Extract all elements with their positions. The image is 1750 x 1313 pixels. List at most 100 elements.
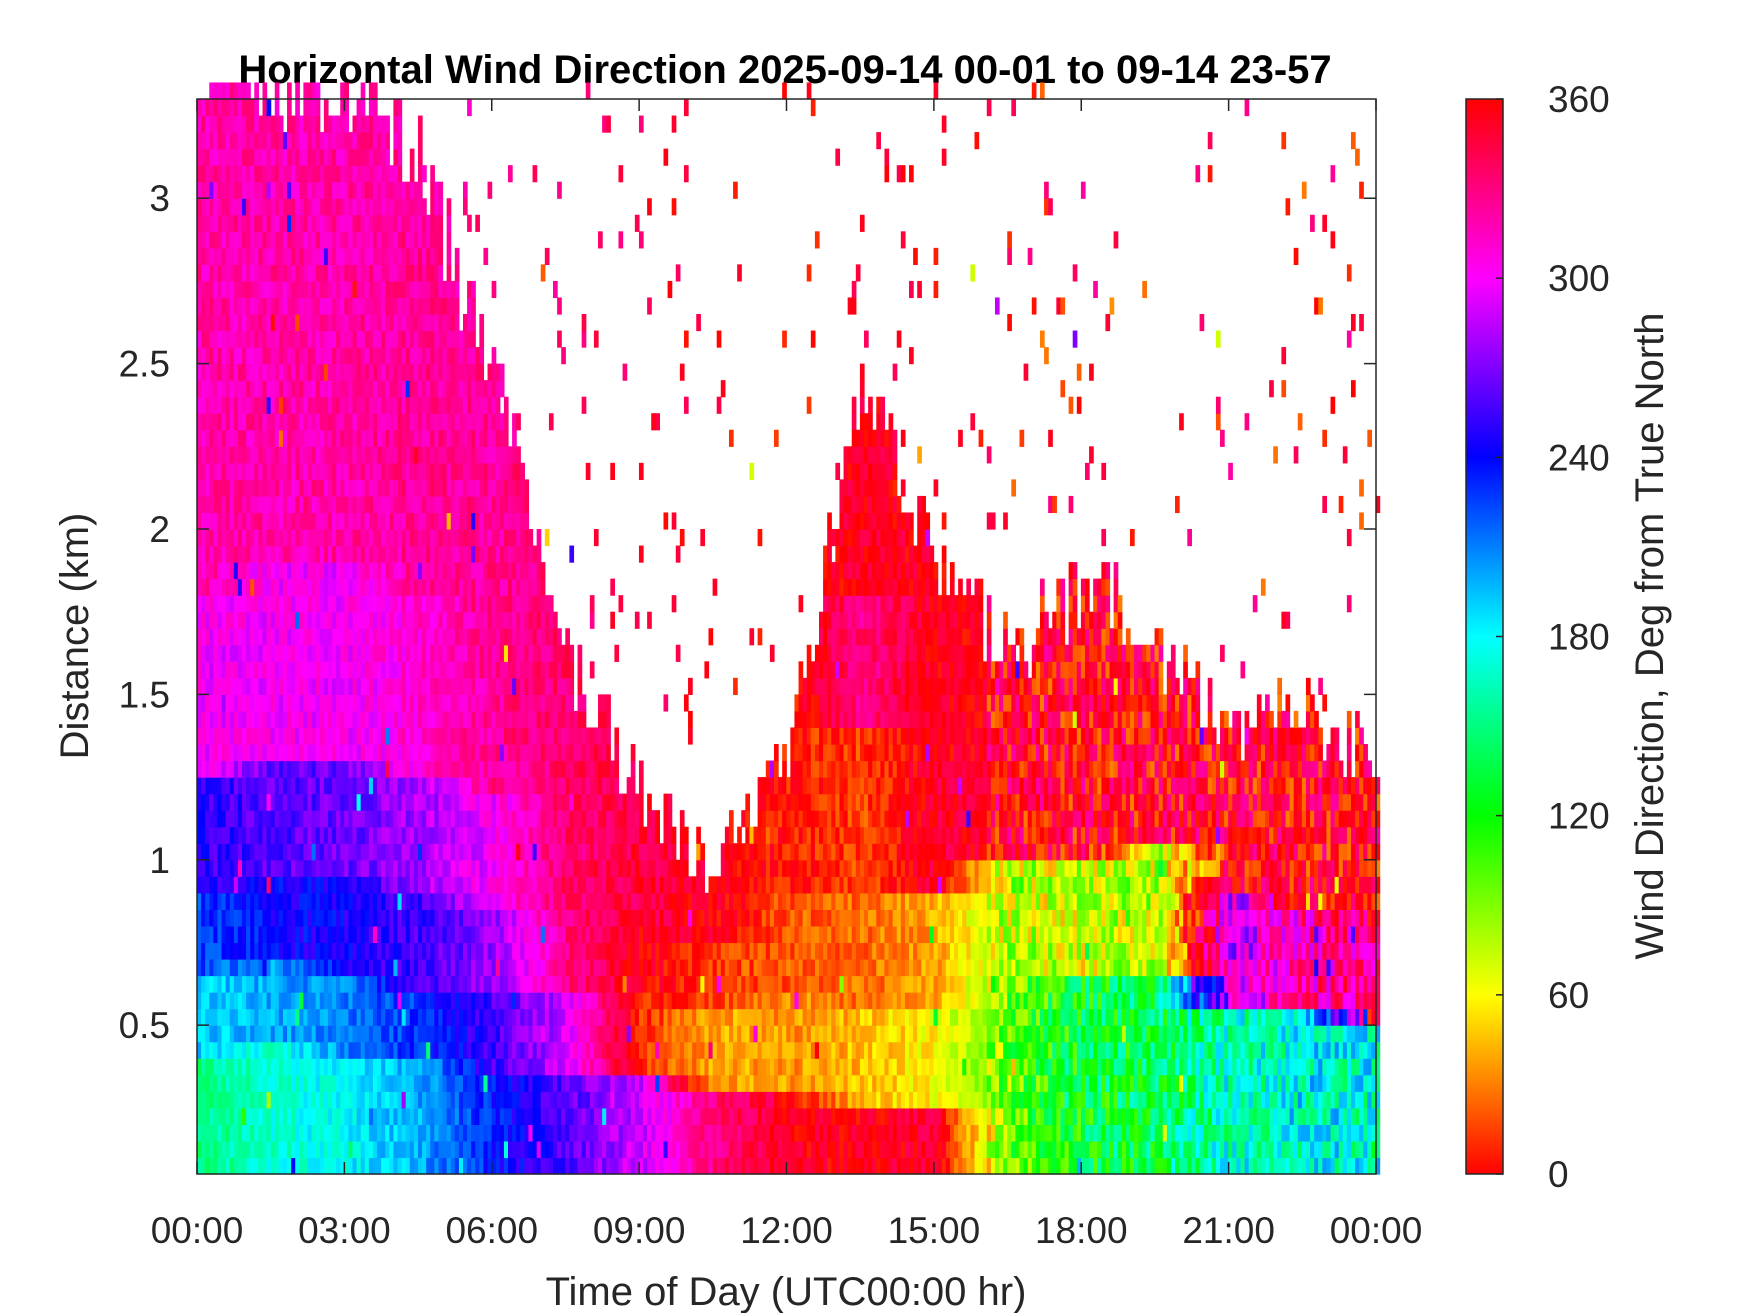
- heatmap-cell: [295, 942, 300, 960]
- heatmap-cell: [332, 181, 337, 199]
- heatmap-cell: [201, 396, 206, 414]
- heatmap-cell: [229, 595, 235, 613]
- heatmap-cell: [434, 694, 440, 712]
- heatmap-cell: [442, 529, 448, 547]
- heatmap-cell: [201, 909, 206, 927]
- heatmap-cell: [499, 859, 505, 877]
- heatmap-cell: [348, 992, 354, 1010]
- heatmap-cell: [401, 545, 407, 563]
- heatmap-cell: [430, 297, 435, 315]
- heatmap-cell: [258, 959, 264, 977]
- heatmap-cell: [499, 1025, 505, 1043]
- heatmap-cell: [438, 413, 444, 431]
- heatmap-cell: [319, 1074, 325, 1092]
- heatmap-cell: [417, 810, 423, 828]
- heatmap-cell: [332, 975, 337, 993]
- heatmap-cell: [303, 181, 309, 199]
- heatmap-cell: [475, 214, 480, 232]
- heatmap-cell: [332, 148, 337, 166]
- heatmap-cell: [242, 115, 247, 133]
- heatmap-cell: [266, 280, 272, 299]
- heatmap-cell: [287, 462, 292, 480]
- heatmap-cell: [242, 479, 247, 497]
- heatmap-cell: [397, 611, 403, 629]
- heatmap-cell: [274, 925, 280, 944]
- heatmap-cell: [442, 545, 448, 563]
- heatmap-cell: [516, 843, 521, 861]
- heatmap-cell: [332, 1107, 337, 1125]
- heatmap-cell: [438, 1058, 444, 1076]
- heatmap-cell: [205, 843, 210, 861]
- heatmap-cell: [364, 347, 370, 365]
- heatmap-cell: [368, 909, 374, 927]
- heatmap-cell: [266, 198, 272, 216]
- heatmap-cell: [209, 1107, 214, 1125]
- heatmap-cell: [303, 1058, 309, 1076]
- heatmap-cell: [422, 198, 427, 216]
- heatmap-cell: [442, 1058, 448, 1076]
- heatmap-cell: [499, 694, 505, 712]
- heatmap-cell: [381, 165, 386, 183]
- heatmap-cell: [307, 1041, 313, 1059]
- heatmap-cell: [278, 727, 284, 745]
- heatmap-cell: [237, 876, 243, 894]
- heatmap-cell: [315, 1041, 321, 1059]
- heatmap-cell: [197, 644, 202, 662]
- heatmap-cell: [462, 1107, 468, 1125]
- heatmap-cell: [291, 925, 296, 944]
- heatmap-cell: [405, 843, 411, 861]
- heatmap-cell: [262, 181, 268, 199]
- heatmap-cell: [246, 859, 251, 877]
- heatmap-cell: [291, 992, 296, 1010]
- heatmap-cell: [438, 1124, 444, 1142]
- heatmap-cell: [512, 429, 517, 447]
- heatmap-cell: [332, 611, 337, 629]
- heatmap-cell: [405, 264, 411, 282]
- heatmap-cell: [368, 99, 374, 117]
- heatmap-cell: [319, 181, 325, 199]
- heatmap-cell: [397, 1107, 403, 1125]
- heatmap-cell: [209, 876, 214, 894]
- heatmap-cell: [237, 1025, 243, 1043]
- heatmap-cell: [377, 396, 382, 414]
- heatmap-cell: [438, 347, 444, 365]
- heatmap-cell: [483, 1157, 489, 1175]
- heatmap-cell: [512, 826, 517, 844]
- heatmap-cell: [352, 727, 358, 745]
- heatmap-cell: [348, 314, 354, 332]
- heatmap-cell: [462, 876, 468, 894]
- heatmap-cell: [413, 694, 419, 712]
- heatmap-cell: [512, 1008, 517, 1026]
- heatmap-cell: [381, 1041, 386, 1059]
- heatmap-cell: [344, 132, 350, 150]
- heatmap-cell: [377, 628, 382, 646]
- heatmap-cell: [467, 545, 472, 563]
- heatmap-cell: [323, 529, 329, 547]
- heatmap-cell: [434, 677, 440, 695]
- heatmap-cell: [348, 727, 354, 745]
- heatmap-cell: [217, 529, 223, 547]
- heatmap-cell: [229, 611, 235, 629]
- heatmap-cell: [348, 347, 354, 365]
- heatmap-cell: [377, 909, 382, 927]
- heatmap-cell: [307, 810, 313, 828]
- heatmap-cell: [381, 148, 386, 166]
- heatmap-cell: [246, 727, 251, 745]
- heatmap-cell: [499, 446, 505, 464]
- heatmap-cell: [311, 694, 317, 712]
- heatmap-cell: [311, 843, 317, 861]
- heatmap-cell: [458, 396, 464, 414]
- heatmap-cell: [467, 413, 472, 431]
- heatmap-cell: [237, 314, 243, 332]
- heatmap-cell: [532, 595, 538, 613]
- heatmap-cell: [508, 529, 513, 547]
- heatmap-cell: [258, 1025, 264, 1043]
- heatmap-cell: [348, 181, 354, 199]
- heatmap-cell: [446, 777, 452, 795]
- heatmap-cell: [487, 876, 493, 894]
- heatmap-cell: [295, 512, 300, 530]
- heatmap-cell: [344, 644, 350, 662]
- heatmap-cell: [405, 462, 411, 480]
- heatmap-cell: [299, 595, 304, 613]
- heatmap-cell: [475, 1107, 480, 1125]
